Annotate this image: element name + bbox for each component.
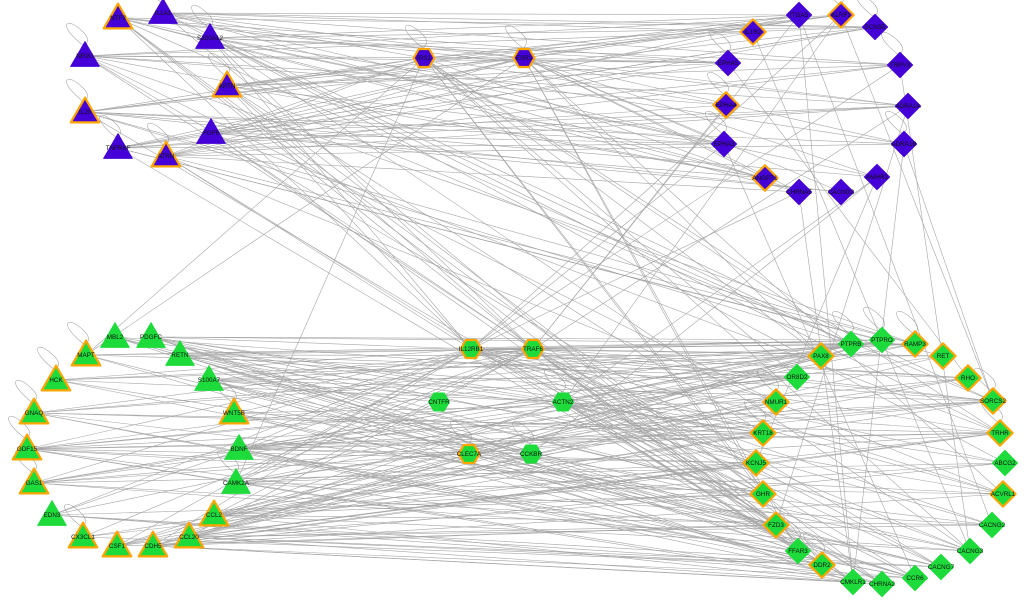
svg-text:KLRF1: KLRF1 (831, 12, 851, 19)
svg-text:HCK: HCK (49, 377, 63, 384)
svg-text:GHR: GHR (756, 491, 770, 498)
svg-text:FZD3: FZD3 (768, 522, 784, 529)
svg-text:ATRN: ATRN (158, 153, 175, 160)
svg-text:CHRNA2: CHRNA2 (869, 581, 895, 588)
svg-text:CACNG3: CACNG3 (957, 548, 984, 555)
svg-text:EDN3: EDN3 (44, 512, 61, 519)
svg-text:SCN3B: SCN3B (865, 24, 886, 31)
svg-text:CCL2: CCL2 (206, 512, 223, 519)
svg-text:TRAF6: TRAF6 (523, 346, 543, 353)
svg-text:IL12RB1: IL12RB1 (459, 346, 484, 353)
svg-text:CAMK2A: CAMK2A (223, 480, 250, 487)
svg-text:CX3CL1: CX3CL1 (71, 534, 95, 541)
svg-text:RET: RET (937, 353, 950, 360)
svg-text:CCKBR: CCKBR (520, 451, 542, 458)
svg-text:RHO: RHO (961, 375, 975, 382)
svg-text:RETN: RETN (171, 352, 189, 359)
svg-text:CNTFR: CNTFR (428, 399, 450, 406)
svg-text:PAX8: PAX8 (813, 353, 829, 360)
svg-text:ANGPT1: ANGPT1 (752, 175, 778, 182)
svg-text:GAS1: GAS1 (26, 480, 43, 487)
svg-text:IL20: IL20 (79, 109, 92, 116)
svg-text:OR8D2: OR8D2 (787, 374, 808, 381)
svg-text:MAPT: MAPT (77, 352, 95, 359)
svg-text:ACVRL1: ACVRL1 (991, 491, 1016, 498)
svg-text:CACNG3: CACNG3 (828, 189, 855, 196)
svg-text:ARTN: ARTN (218, 83, 235, 90)
svg-text:ITGA5: ITGA5 (790, 12, 809, 19)
svg-text:NMUR1: NMUR1 (765, 399, 788, 406)
svg-text:FGF6: FGF6 (203, 130, 220, 137)
svg-text:KRT18: KRT18 (753, 430, 773, 437)
svg-text:CACNG7: CACNG7 (928, 564, 955, 571)
svg-text:PDGFC: PDGFC (140, 334, 162, 341)
svg-text:CDH5: CDH5 (144, 543, 162, 550)
svg-text:TNFRSF: TNFRSF (106, 145, 131, 152)
svg-text:TRPV3: TRPV3 (890, 62, 911, 69)
svg-text:ADRA1B: ADRA1B (891, 141, 916, 148)
svg-text:CLEC7A: CLEC7A (457, 451, 482, 458)
svg-text:CCL20: CCL20 (179, 534, 199, 541)
svg-text:NRG1: NRG1 (76, 53, 94, 60)
svg-text:PTPRO: PTPRO (871, 337, 893, 344)
svg-text:S100A7: S100A7 (198, 377, 221, 384)
svg-text:EPHA5: EPHA5 (718, 60, 739, 67)
svg-text:BDNF: BDNF (230, 446, 247, 453)
svg-text:TRHR: TRHR (991, 430, 1009, 437)
svg-text:SORCS2: SORCS2 (980, 398, 1006, 405)
svg-text:WNT5B: WNT5B (223, 410, 245, 417)
svg-text:GNAQ: GNAQ (25, 410, 44, 417)
svg-text:MBL2: MBL2 (107, 334, 124, 341)
svg-text:IL1R2: IL1R2 (745, 29, 762, 36)
svg-text:ESR2: ESR2 (516, 55, 533, 62)
svg-text:CCR6: CCR6 (906, 575, 924, 582)
svg-text:ADRA1A: ADRA1A (895, 103, 921, 110)
svg-text:CACNG2: CACNG2 (979, 522, 1006, 529)
svg-text:KCNJ5: KCNJ5 (746, 460, 766, 467)
svg-text:IRS1: IRS1 (417, 55, 431, 62)
svg-text:S100A12: S100A12 (197, 35, 223, 42)
svg-text:ACTN2: ACTN2 (553, 399, 574, 406)
svg-text:DDR2: DDR2 (813, 562, 831, 569)
svg-text:CMKLR1: CMKLR1 (840, 579, 866, 586)
svg-text:NTF3: NTF3 (110, 15, 126, 22)
svg-text:EPHA4: EPHA4 (716, 102, 737, 109)
svg-text:EPHA3: EPHA3 (714, 141, 735, 148)
svg-text:IL1A1: IL1A1 (155, 10, 172, 17)
svg-text:AMHR2: AMHR2 (866, 174, 889, 181)
svg-text:GDF15: GDF15 (17, 446, 38, 453)
svg-text:CSF1: CSF1 (109, 543, 126, 550)
svg-text:RAMP3: RAMP3 (904, 341, 926, 348)
svg-text:CHRNA5: CHRNA5 (786, 189, 812, 196)
svg-text:FFAR3: FFAR3 (788, 548, 808, 555)
svg-text:PTPRB: PTPRB (841, 341, 862, 348)
svg-text:ABCG2: ABCG2 (994, 460, 1016, 467)
